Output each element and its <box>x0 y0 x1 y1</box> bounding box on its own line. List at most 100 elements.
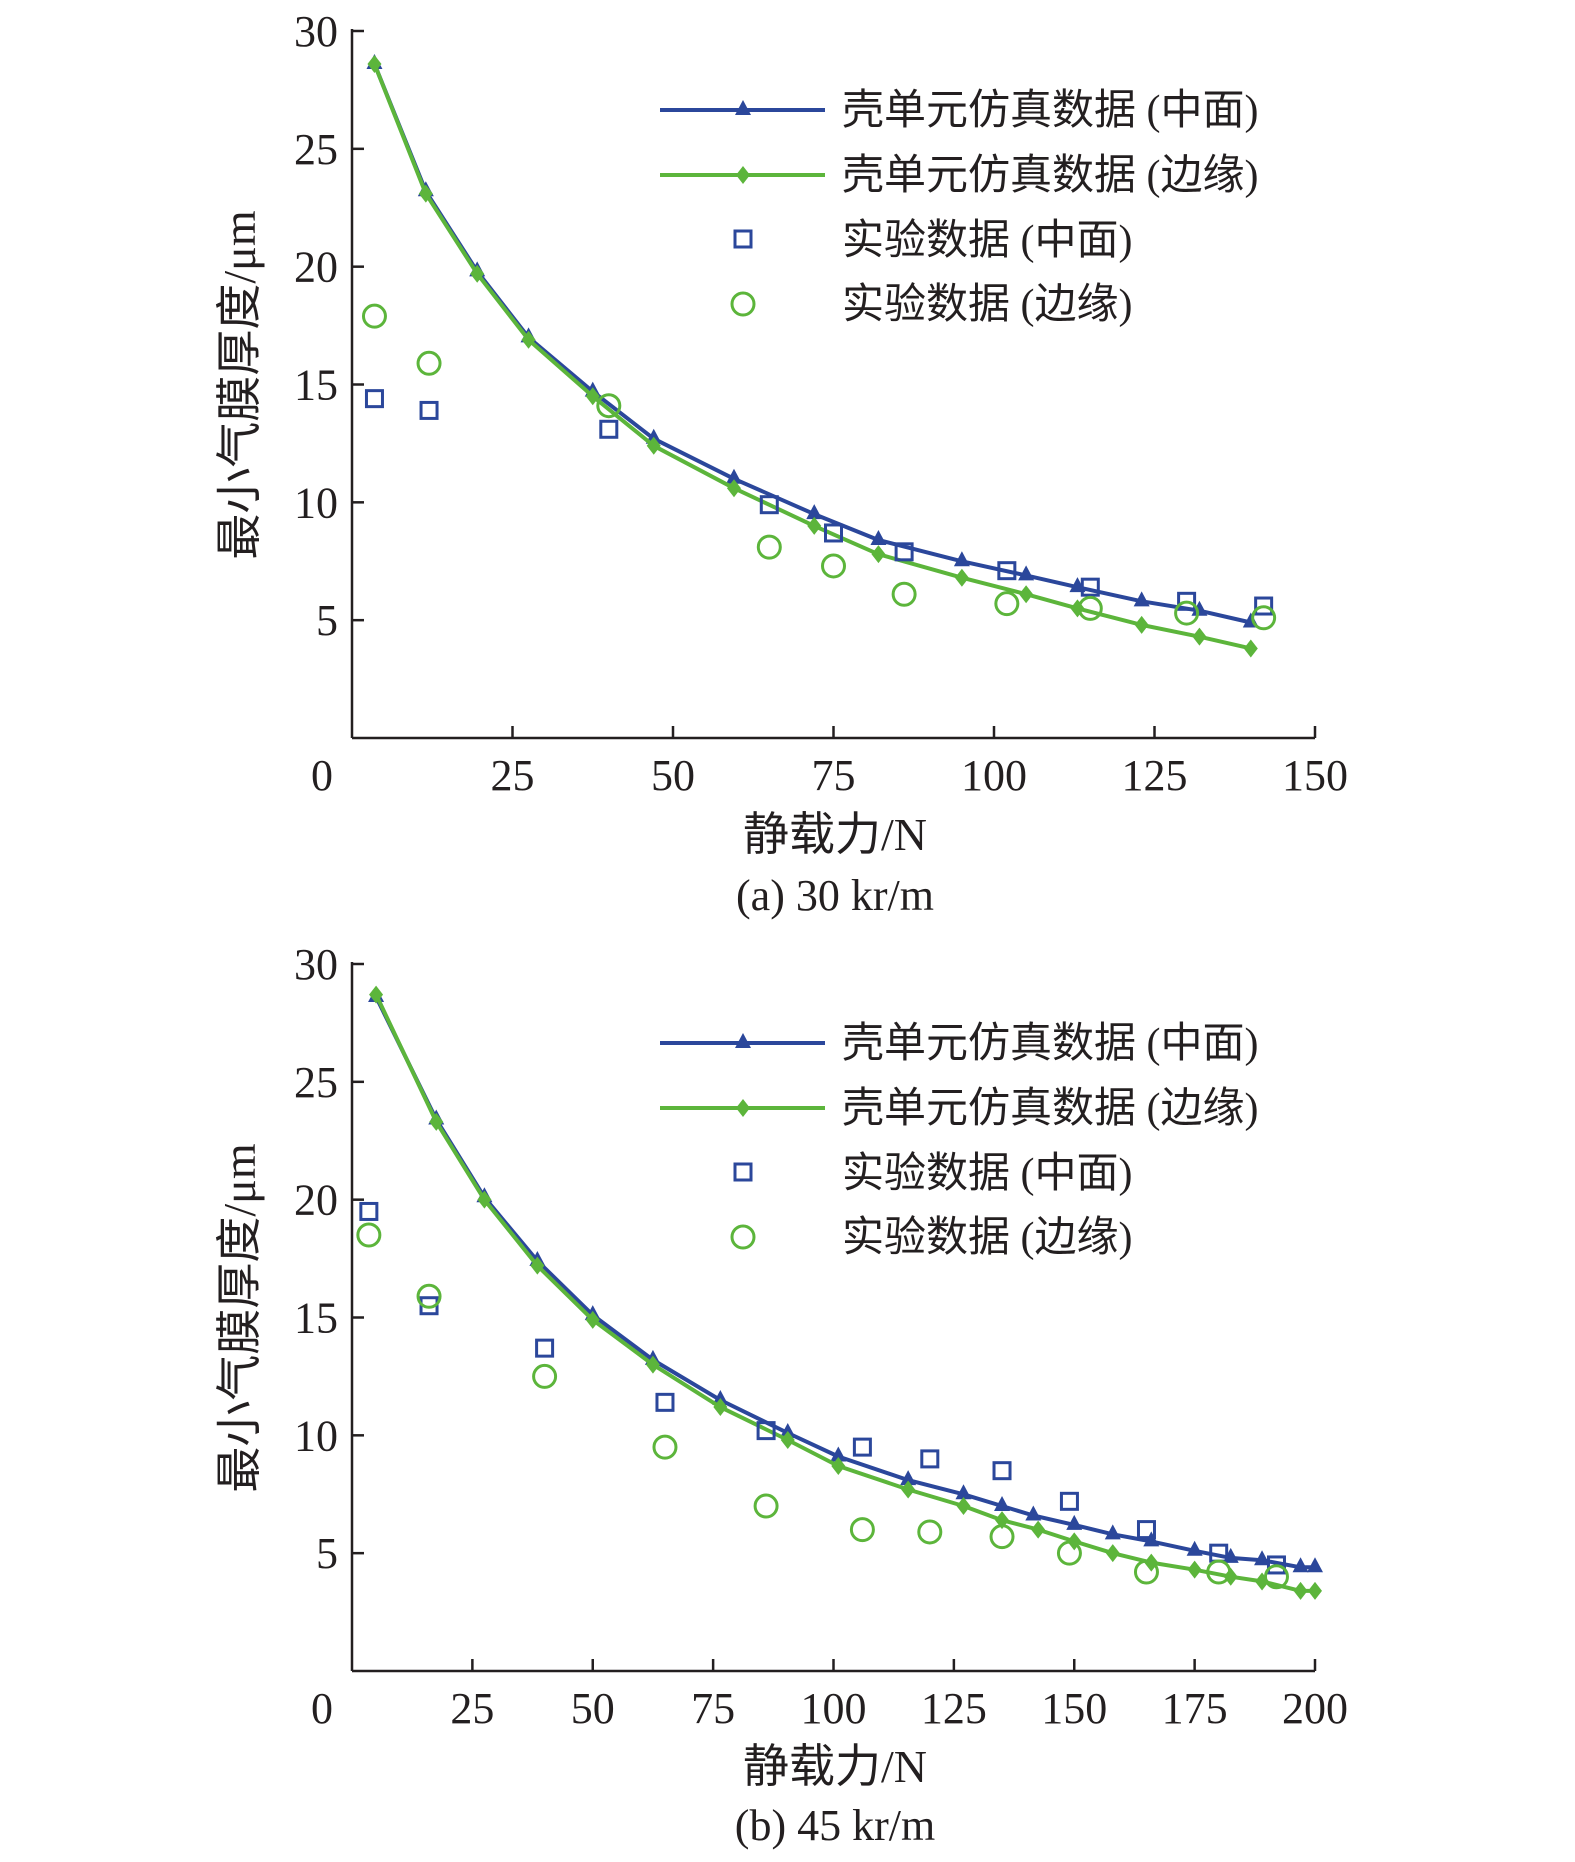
legend-label-shell-mid: 壳单元仿真数据 (中面) <box>842 88 1258 134</box>
point-diamond <box>645 1355 660 1374</box>
point-square <box>759 495 779 515</box>
point-diamond <box>1308 1581 1322 1600</box>
y-tick-label: 25 <box>294 1058 338 1107</box>
x-tick-label: 75 <box>812 751 856 800</box>
y-tick-label: 30 <box>294 7 338 56</box>
point-square <box>1080 577 1100 597</box>
point-triangle <box>725 468 742 484</box>
point-square <box>756 1421 776 1441</box>
point-square <box>894 542 914 562</box>
point-circle <box>753 1493 779 1519</box>
y-tick-label: 25 <box>294 125 338 174</box>
point-square <box>419 400 439 420</box>
legend-marker-diamond <box>736 166 750 184</box>
legend-label-exp-edge: 实验数据 (边缘) <box>842 1214 1132 1261</box>
point-diamond <box>585 387 600 406</box>
chart-a-legend: 壳单元仿真数据 (中面) 壳单元仿真数据 (边缘) 实验数据 (中面) 实验数据… <box>660 88 1258 328</box>
legend-marker-triangle <box>735 1033 751 1048</box>
x-tick-label: 175 <box>1162 1684 1228 1733</box>
point-circle <box>361 303 387 329</box>
point-diamond <box>530 1256 545 1275</box>
point-square <box>364 389 384 409</box>
point-circle <box>821 553 846 579</box>
y-tick-label: 20 <box>294 243 338 292</box>
legend-label-shell-edge: 壳单元仿真数据 (边缘) <box>842 153 1258 199</box>
point-diamond <box>369 985 384 1004</box>
legend-marker-circle <box>730 291 756 317</box>
point-circle <box>1133 1559 1159 1585</box>
point-square <box>599 419 619 439</box>
point-diamond <box>585 1310 600 1329</box>
point-diamond <box>956 1497 971 1516</box>
point-circle <box>1056 1540 1082 1566</box>
point-circle <box>1263 1564 1289 1590</box>
point-square <box>997 561 1017 581</box>
point-diamond <box>1019 585 1034 604</box>
point-circle <box>1251 605 1277 631</box>
point-circle <box>917 1519 943 1545</box>
point-circle <box>891 581 917 607</box>
point-diamond <box>726 479 741 498</box>
x-axis-title-b: 静载力/N <box>743 1741 927 1792</box>
point-diamond <box>470 264 485 283</box>
y-tick-label: 5 <box>316 596 338 645</box>
y-tick-label: 15 <box>294 1294 338 1343</box>
point-triangle <box>712 1389 729 1405</box>
point-diamond <box>418 184 433 203</box>
point-square <box>1254 596 1274 616</box>
point-circle <box>1206 1559 1232 1585</box>
legend-marker-square <box>733 1162 753 1182</box>
point-diamond <box>954 568 969 587</box>
point-square <box>992 1461 1012 1481</box>
x-tick-label: 150 <box>1041 1684 1107 1733</box>
legend-label-shell-mid: 壳单元仿真数据 (中面) <box>842 1021 1258 1067</box>
point-diamond <box>646 436 661 455</box>
caption-a: (a) 30 kr/m <box>736 871 934 920</box>
point-circle <box>416 1283 442 1309</box>
point-triangle <box>1254 1550 1271 1566</box>
point-diamond <box>807 516 822 535</box>
y-tick-label: 20 <box>294 1176 338 1225</box>
point-diamond <box>1187 1560 1202 1579</box>
point-diamond <box>1243 639 1258 658</box>
point-diamond <box>831 1456 846 1475</box>
chart-a-marks: 5 10 15 20 25 30 0 25 50 75 100 125 150 <box>294 7 1348 800</box>
legend-label-shell-edge: 壳单元仿真数据 (边缘) <box>842 1086 1258 1132</box>
point-diamond <box>477 1190 492 1209</box>
x-tick-label: 25 <box>450 1684 494 1733</box>
y-tick-label: 10 <box>294 1411 338 1460</box>
point-triangle <box>1025 1505 1042 1521</box>
x-tick-label: 50 <box>571 1684 615 1733</box>
chart-panel-a: 5 10 15 20 25 30 0 25 50 75 100 125 150 壳单元仿真数据 (中面)… <box>214 7 1348 920</box>
chart-panel-b: 5 10 15 20 25 30 0 25 50 75 100 125 150 175 200 壳单元仿真数… <box>214 940 1348 1850</box>
point-square <box>1177 591 1197 611</box>
point-triangle <box>870 530 887 546</box>
point-triangle <box>1186 1540 1203 1556</box>
point-triangle <box>779 1422 796 1438</box>
legend-marker-circle <box>730 1224 756 1250</box>
point-triangle <box>806 504 823 520</box>
x-tick-label: 0 <box>311 751 333 800</box>
point-triangle <box>1292 1557 1309 1573</box>
point-square <box>535 1338 555 1358</box>
y-tick-label: 5 <box>316 1529 338 1578</box>
point-triangle <box>1018 565 1035 581</box>
legend-label-exp-edge: 实验数据 (边缘) <box>842 281 1132 328</box>
point-square <box>1059 1491 1079 1511</box>
point-circle <box>849 1517 875 1543</box>
legend-marker-triangle <box>735 100 751 115</box>
y-tick-label: 30 <box>294 940 338 989</box>
legend-marker-square <box>733 229 753 249</box>
point-diamond <box>1192 627 1207 646</box>
point-circle <box>756 534 782 560</box>
point-diamond <box>901 1480 916 1499</box>
point-triangle <box>1066 1514 1083 1530</box>
x-tick-label: 200 <box>1282 1684 1348 1733</box>
point-square <box>1136 1520 1156 1540</box>
point-triangle <box>830 1446 847 1462</box>
point-diamond <box>1293 1581 1308 1600</box>
legend-marker-diamond <box>736 1099 750 1117</box>
x-tick-label: 75 <box>691 1684 735 1733</box>
point-square <box>1266 1555 1286 1575</box>
